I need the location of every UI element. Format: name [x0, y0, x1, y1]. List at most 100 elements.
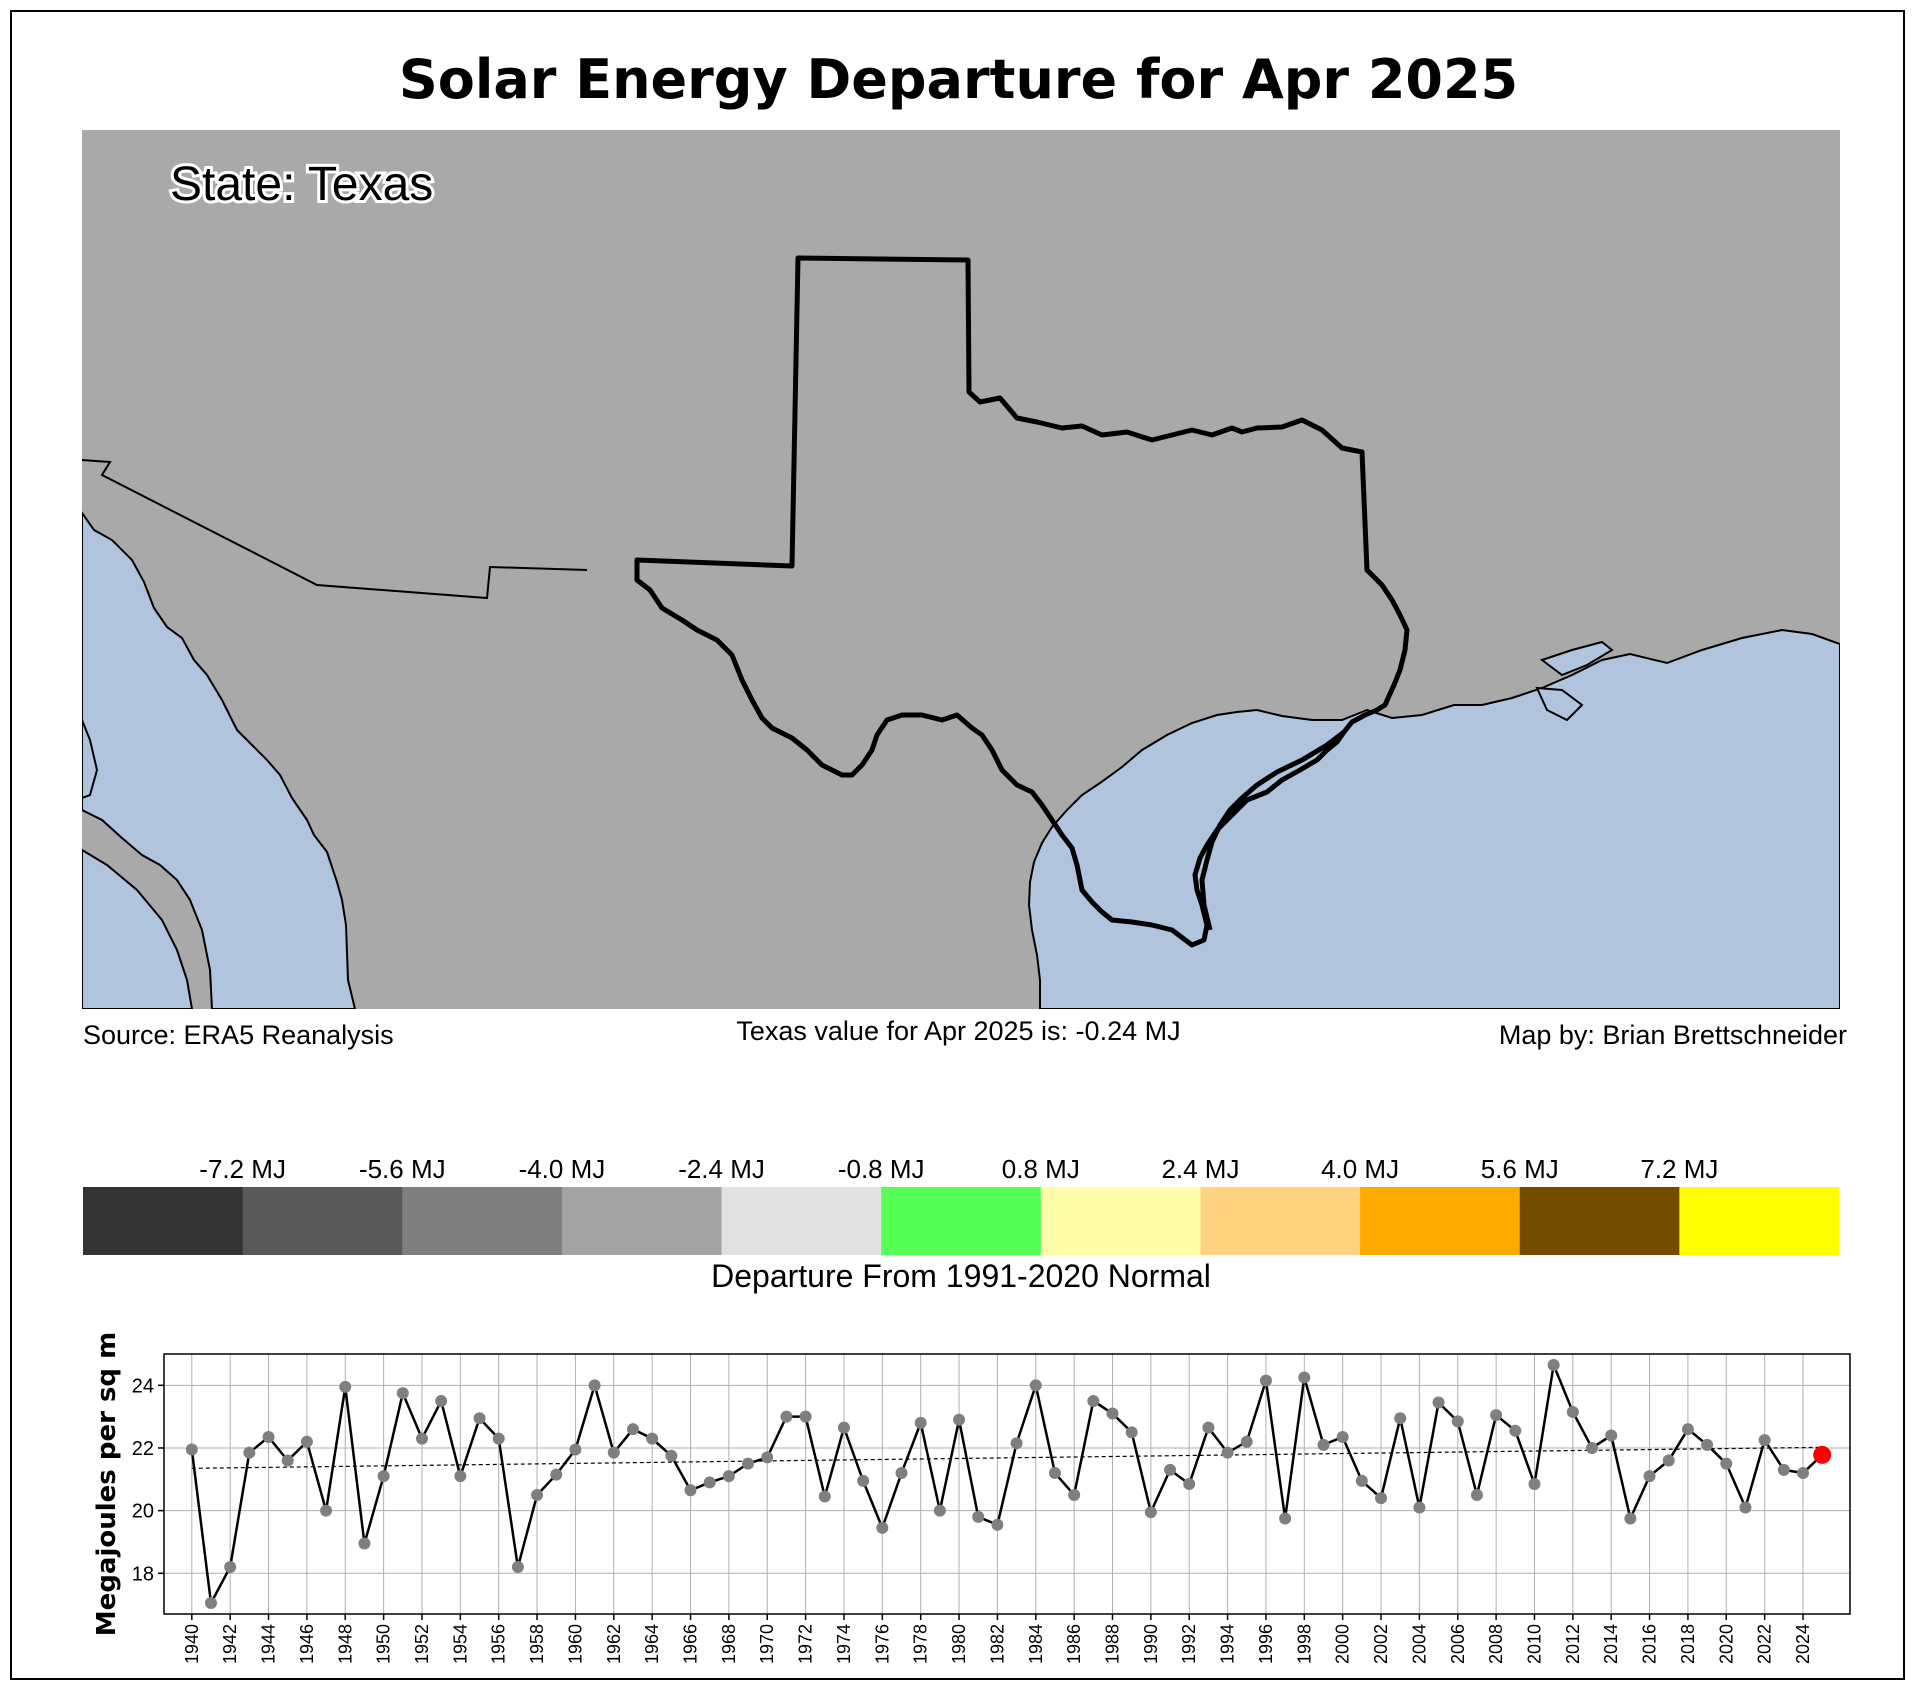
chart-data-point: [224, 1561, 237, 1574]
chart-x-tick-label: 1998: [1294, 1624, 1314, 1664]
colorbar-tick-label: 4.0 MJ: [1321, 1154, 1399, 1184]
chart-x-tick-label: 1970: [757, 1624, 777, 1664]
colorbar-tick-label: 0.8 MJ: [1002, 1154, 1080, 1184]
chart-data-point: [876, 1521, 889, 1534]
chart-x-tick-label: 1962: [604, 1624, 624, 1664]
chart-data-point: [1681, 1423, 1694, 1436]
chart-data-point: [626, 1423, 639, 1436]
chart-x-tick-label: 2016: [1640, 1624, 1660, 1664]
chart-x-tick-label: 2002: [1371, 1624, 1391, 1664]
chart-data-point: [1106, 1407, 1119, 1420]
chart-x-tick-label: 1950: [374, 1624, 394, 1664]
chart-data-point: [1240, 1435, 1253, 1448]
chart-data-point: [953, 1413, 966, 1426]
chart-data-point: [1470, 1488, 1483, 1501]
chart-x-tick-label: 1972: [796, 1624, 816, 1664]
chart-x-tick-label: 1960: [565, 1624, 585, 1664]
texas-map: State: Texas: [82, 130, 1840, 1009]
chart-data-point: [204, 1597, 217, 1610]
chart-data-point: [1413, 1501, 1426, 1514]
chart-data-point: [780, 1410, 793, 1423]
colorbar-swatch: [1200, 1187, 1361, 1255]
chart-data-point: [1394, 1412, 1407, 1425]
chart-x-tick-label: 1944: [259, 1624, 279, 1664]
chart-data-point: [895, 1467, 908, 1480]
colorbar-swatch: [402, 1187, 563, 1255]
chart-x-tick-label: 2004: [1409, 1624, 1429, 1664]
colorbar-tick-label: 5.6 MJ: [1481, 1154, 1559, 1184]
chart-x-tick-label: 1952: [412, 1624, 432, 1664]
figure-frame: [10, 10, 1905, 1680]
chart-x-tick-label: 2014: [1601, 1624, 1621, 1664]
chart-data-point: [742, 1457, 755, 1470]
chart-x-tick-label: 1986: [1064, 1624, 1084, 1664]
chart-data-point: [1490, 1409, 1503, 1422]
chart-data-point: [1739, 1501, 1752, 1514]
chart-x-tick-label: 2006: [1448, 1624, 1468, 1664]
chart-data-point: [1221, 1446, 1234, 1459]
chart-data-point: [914, 1416, 927, 1429]
chart-x-tick-label: 2022: [1755, 1624, 1775, 1664]
chart-x-tick-label: 1996: [1256, 1624, 1276, 1664]
chart-data-point: [972, 1510, 985, 1523]
chart-data-point: [1547, 1358, 1560, 1371]
chart-data-point: [1451, 1415, 1464, 1428]
chart-x-tick-label: 1958: [527, 1624, 547, 1664]
chart-data-point: [1662, 1454, 1675, 1467]
chart-x-tick-label: 1988: [1102, 1624, 1122, 1664]
colorbar-tick-label: -7.2 MJ: [199, 1154, 286, 1184]
colorbar-tick-label: 7.2 MJ: [1640, 1154, 1718, 1184]
chart-x-tick-label: 2020: [1716, 1624, 1736, 1664]
chart-data-point: [281, 1454, 294, 1467]
chart-x-tick-label: 1966: [681, 1624, 701, 1664]
chart-data-point: [1068, 1488, 1081, 1501]
chart-data-point: [933, 1504, 946, 1517]
chart-data-point: [185, 1443, 198, 1456]
chart-data-point: [1797, 1467, 1810, 1480]
chart-data-point: [646, 1432, 659, 1445]
chart-data-point: [243, 1446, 256, 1459]
chart-series-line: [190, 1360, 1824, 1608]
chart-x-tick-label: 1954: [450, 1624, 470, 1664]
chart-data-point: [1048, 1467, 1061, 1480]
chart-data-point: [1202, 1421, 1215, 1434]
chart-data-point: [684, 1484, 697, 1497]
chart-data-point: [1432, 1396, 1445, 1409]
chart-data-point: [511, 1561, 524, 1574]
chart-latest-point: [1813, 1445, 1832, 1464]
chart-data-point: [339, 1380, 352, 1393]
colorbar-swatch: [1679, 1187, 1840, 1255]
chart-x-tick-label: 1990: [1141, 1624, 1161, 1664]
chart-x-tick-label: 1942: [220, 1624, 240, 1664]
chart-data-point: [703, 1476, 716, 1489]
chart-data-point: [569, 1443, 582, 1456]
chart-data-point: [1010, 1437, 1023, 1450]
chart-data-point: [665, 1449, 678, 1462]
chart-data-point: [1279, 1512, 1292, 1525]
chart-data-point: [1317, 1438, 1330, 1451]
chart-data-point: [1087, 1394, 1100, 1407]
chart-x-tick-label: 2024: [1793, 1624, 1813, 1664]
chart-x-tick-label: 2000: [1333, 1624, 1353, 1664]
chart-data-point: [473, 1412, 486, 1425]
chart-data-point: [1777, 1463, 1790, 1476]
chart-data-point: [1586, 1441, 1599, 1454]
chart-data-point: [1164, 1463, 1177, 1476]
chart-data-point: [1566, 1405, 1579, 1418]
colorbar-tick-label: -4.0 MJ: [519, 1154, 606, 1184]
map-state-label: State: Texas: [170, 158, 433, 211]
chart-y-axis-label: Megajoules per sq m: [92, 1332, 122, 1636]
colorbar-swatch: [561, 1187, 723, 1255]
colorbar-tick-label: -5.6 MJ: [359, 1154, 446, 1184]
chart-data-point: [1509, 1424, 1522, 1437]
chart-data-point: [761, 1451, 774, 1464]
colorbar-swatch: [1519, 1187, 1680, 1255]
chart-x-tick-label: 1976: [872, 1624, 892, 1664]
chart-trend-line: [191, 1446, 1823, 1469]
chart-data-point: [799, 1410, 812, 1423]
pacific-ocean-south: [82, 848, 194, 1009]
chart-x-tick-label: 1980: [949, 1624, 969, 1664]
chart-data-point: [358, 1537, 371, 1550]
chart-data-point: [1183, 1478, 1196, 1490]
